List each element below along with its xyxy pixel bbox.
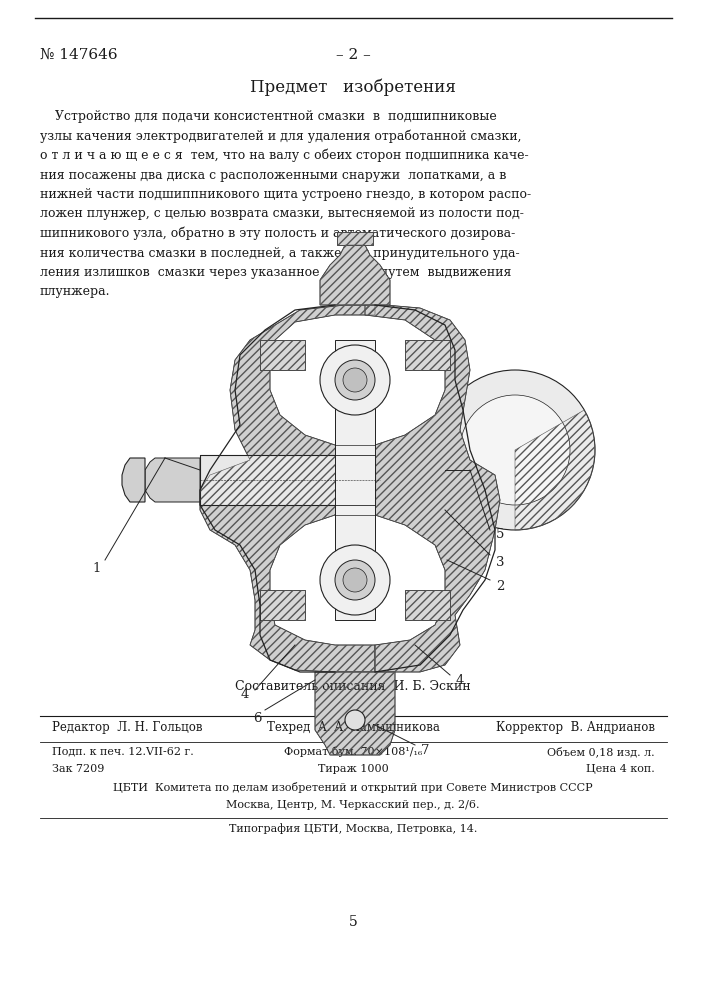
Circle shape [343,568,367,592]
Text: Формат бум. 70×108¹/₁₆: Формат бум. 70×108¹/₁₆ [284,746,422,757]
Circle shape [335,360,375,400]
Bar [405,590,450,620]
Text: Устройство для подачи консистентной смазки  в  подшипниковые: Устройство для подачи консистентной смаз… [55,110,497,123]
Text: 5: 5 [496,528,504,542]
Text: нижней части подшиппникового щита устроено гнездо, в котором распо-: нижней части подшиппникового щита устрое… [40,188,531,201]
Text: ЦБТИ  Комитета по делам изобретений и открытий при Совете Министров СССР: ЦБТИ Комитета по делам изобретений и отк… [113,782,592,793]
Circle shape [335,560,375,600]
Polygon shape [145,458,200,502]
Text: 5: 5 [349,915,357,929]
Bar [335,340,375,620]
Text: 7: 7 [421,744,429,756]
Polygon shape [335,350,375,610]
Text: – 2 –: – 2 – [336,48,370,62]
Text: шипникового узла, обратно в эту полость и автоматического дозирова-: шипникового узла, обратно в эту полость … [40,227,515,240]
Polygon shape [320,245,390,305]
Text: 3: 3 [496,556,504,568]
Text: Москва, Центр, М. Черкасский пер., д. 2/6.: Москва, Центр, М. Черкасский пер., д. 2/… [226,800,480,810]
Text: Составитель описания  И. Б. Эскин: Составитель описания И. Б. Эскин [235,680,471,693]
Bar [260,590,305,620]
Text: Зак 7209: Зак 7209 [52,764,105,774]
Circle shape [320,345,390,415]
Text: плунжера.: плунжера. [40,286,110,298]
Text: ния количества смазки в последней, а также для принудительного уда-: ния количества смазки в последней, а так… [40,246,520,259]
Text: ления излишков  смазки через указанное  гнездо  путем  выдвижения: ления излишков смазки через указанное гн… [40,266,511,279]
Bar [260,340,305,370]
Polygon shape [200,305,375,672]
Text: 6: 6 [252,712,262,724]
Text: Типография ЦБТИ, Москва, Петровка, 14.: Типография ЦБТИ, Москва, Петровка, 14. [229,823,477,834]
Text: 2: 2 [496,580,504,593]
Text: 4: 4 [456,674,464,686]
Text: Цена 4 коп.: Цена 4 коп. [586,764,655,774]
Text: Редактор  Л. Н. Гольцов: Редактор Л. Н. Гольцов [52,721,202,734]
Bar [405,340,450,370]
Text: Предмет   изобретения: Предмет изобретения [250,78,456,96]
Polygon shape [122,458,145,502]
Circle shape [320,545,390,615]
Polygon shape [200,455,375,505]
Bar [405,590,450,620]
Circle shape [460,395,570,505]
Text: узлы качения электродвигателей и для удаления отработанной смазки,: узлы качения электродвигателей и для уда… [40,129,522,143]
Bar [260,340,305,370]
Text: 4: 4 [241,688,249,702]
Circle shape [345,710,365,730]
Text: ложен плунжер, с целью возврата смазки, вытесняемой из полости под-: ложен плунжер, с целью возврата смазки, … [40,208,524,221]
Text: 1: 1 [93,562,101,574]
Circle shape [435,370,595,530]
Text: ния посажены два диска с расположенными снаружи  лопатками, а в: ния посажены два диска с расположенными … [40,168,506,182]
Text: Объем 0,18 изд. л.: Объем 0,18 изд. л. [547,746,655,757]
Text: Техред  А. А. Камышникова: Техред А. А. Камышникова [267,721,440,734]
Polygon shape [365,305,500,672]
Text: Корректор  В. Андрианов: Корректор В. Андрианов [496,721,655,734]
Circle shape [343,368,367,392]
Polygon shape [337,232,373,245]
Text: Подп. к печ. 12.VII-62 г.: Подп. к печ. 12.VII-62 г. [52,746,194,756]
Bar [405,340,450,370]
Text: № 147646: № 147646 [40,48,117,62]
Text: о т л и ч а ю щ е е с я  тем, что на валу с обеих сторон подшипника каче-: о т л и ч а ю щ е е с я тем, что на валу… [40,149,529,162]
Text: Тираж 1000: Тираж 1000 [317,764,388,774]
Bar [260,590,305,620]
Polygon shape [315,672,395,755]
